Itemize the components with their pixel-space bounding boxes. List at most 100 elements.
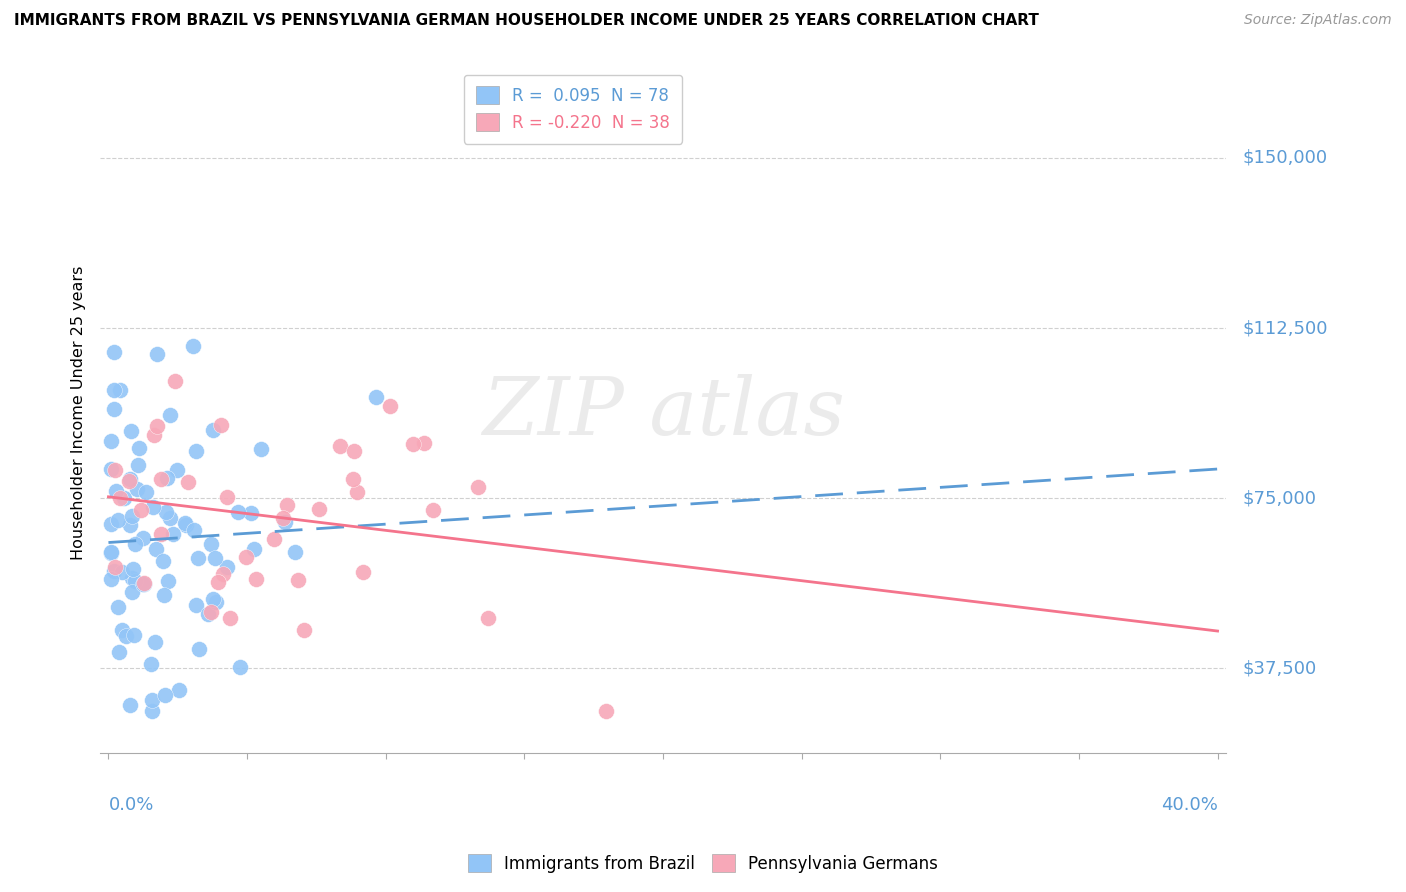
Point [176,517,198,532]
Text: 0.0%: 0.0% [108,797,153,814]
Point [174,516,197,530]
Point [153,588,176,602]
Point [115,629,138,643]
Point [467,480,489,494]
Point [131,576,153,591]
Legend: Immigrants from Brazil, Pennsylvania Germans: Immigrants from Brazil, Pennsylvania Ger… [461,847,945,880]
Point [146,346,169,360]
Point [273,511,295,525]
Point [329,438,352,452]
Point [284,545,307,559]
Point [100,572,122,586]
Text: Source: ZipAtlas.com: Source: ZipAtlas.com [1244,13,1392,28]
Point [118,698,141,712]
Point [413,435,436,450]
Point [205,595,228,609]
Point [112,491,135,505]
Point [287,573,309,587]
Point [107,513,129,527]
Point [153,688,176,702]
Point [273,515,295,529]
Point [342,472,364,486]
Point [111,623,134,637]
Point [122,562,145,576]
Legend: R =  0.095  N = 78, R = -0.220  N = 38: R = 0.095 N = 78, R = -0.220 N = 38 [464,75,682,144]
Point [250,442,273,456]
Point [209,418,232,433]
Point [103,402,125,417]
Point [162,527,184,541]
Point [132,576,155,591]
Point [187,551,209,566]
Point [111,565,134,579]
Point [378,399,401,413]
Point [104,484,127,499]
Point [100,544,122,558]
Point [243,541,266,556]
Point [155,505,177,519]
Point [121,509,143,524]
Point [100,546,122,560]
Point [150,527,173,541]
Point [477,610,499,624]
Point [103,564,125,578]
Point [142,428,165,442]
Text: $112,500: $112,500 [1243,319,1329,337]
Point [108,491,131,506]
Point [149,472,172,486]
Point [204,551,226,566]
Point [124,536,146,550]
Point [215,559,238,574]
Point [229,659,252,673]
Point [402,437,425,451]
Point [201,591,224,606]
Point [127,458,149,472]
Point [157,574,180,588]
Point [207,574,229,589]
Point [226,505,249,519]
Point [263,532,285,546]
Point [118,517,141,532]
Point [125,483,148,497]
Point [343,443,366,458]
Point [100,434,122,449]
Point [121,571,143,585]
Point [152,554,174,568]
Text: IMMIGRANTS FROM BRAZIL VS PENNSYLVANIA GERMAN HOUSEHOLDER INCOME UNDER 25 YEARS : IMMIGRANTS FROM BRAZIL VS PENNSYLVANIA G… [14,13,1039,29]
Point [134,576,156,591]
Point [163,374,186,388]
Point [308,502,330,516]
Point [124,574,146,588]
Point [366,390,388,404]
Point [186,444,208,458]
Point [135,485,157,500]
Point [184,598,207,612]
Point [188,642,211,657]
Point [120,472,142,486]
Point [128,441,150,455]
Point [239,506,262,520]
Point [212,566,235,581]
Point [118,475,141,489]
Text: ZIP atlas: ZIP atlas [482,375,845,451]
Text: 40.0%: 40.0% [1161,797,1218,814]
Point [183,524,205,538]
Point [422,503,444,517]
Point [146,419,169,434]
Point [181,339,204,353]
Text: $37,500: $37,500 [1243,659,1317,677]
Point [129,503,152,517]
Point [124,628,146,642]
Point [141,692,163,706]
Point [108,645,131,659]
Point [235,549,257,564]
Point [217,490,239,504]
Text: $75,000: $75,000 [1243,489,1317,507]
Point [121,584,143,599]
Point [200,537,222,551]
Point [104,463,127,477]
Point [108,383,131,397]
Point [352,566,374,580]
Point [202,424,225,438]
Point [156,471,179,485]
